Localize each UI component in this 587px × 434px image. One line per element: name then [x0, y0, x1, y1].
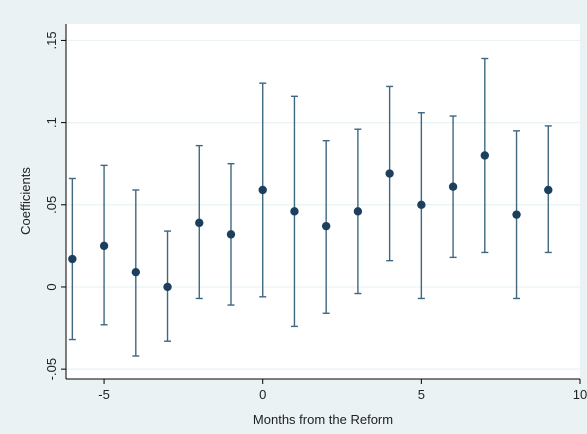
plot-area [66, 24, 580, 379]
coefficient-points [68, 151, 553, 292]
coefficient-point [353, 207, 363, 216]
x-tick-label: 5 [418, 387, 425, 402]
coefficient-point [131, 267, 141, 277]
y-axis-title: Coefficients [18, 167, 33, 235]
coefficient-point [480, 151, 490, 160]
x-tick-label: 10 [573, 387, 587, 402]
coefficient-point [385, 169, 394, 178]
y-tick-label: .1 [44, 117, 59, 128]
coefficient-point [258, 185, 267, 195]
coefficient-point [448, 182, 458, 191]
x-tick-label: -5 [98, 387, 110, 402]
y-tick-label: .05 [44, 196, 59, 214]
coefficient-point [163, 282, 172, 292]
axes [65, 24, 580, 380]
coefficient-point [99, 241, 109, 251]
y-tick-label: -.05 [44, 358, 59, 380]
coefficient-point [417, 200, 426, 209]
x-tick-label: 0 [259, 387, 266, 402]
coefficient-point [290, 207, 299, 216]
y-tick-label: 0 [44, 283, 59, 290]
gridlines [66, 39, 580, 370]
coefficient-point [68, 254, 77, 264]
x-ticks: -5 0 5 10 [98, 379, 587, 402]
y-tick-label: .15 [44, 31, 59, 49]
coefficient-point [195, 218, 204, 228]
coefficient-point [321, 221, 331, 231]
y-ticks: -.05 0 .05 .1 .15 [44, 31, 66, 380]
coefficient-point [512, 210, 521, 219]
coefficient-point [544, 185, 553, 195]
x-axis-title: Months from the Reform [253, 412, 393, 427]
coefficient-point [226, 230, 236, 239]
